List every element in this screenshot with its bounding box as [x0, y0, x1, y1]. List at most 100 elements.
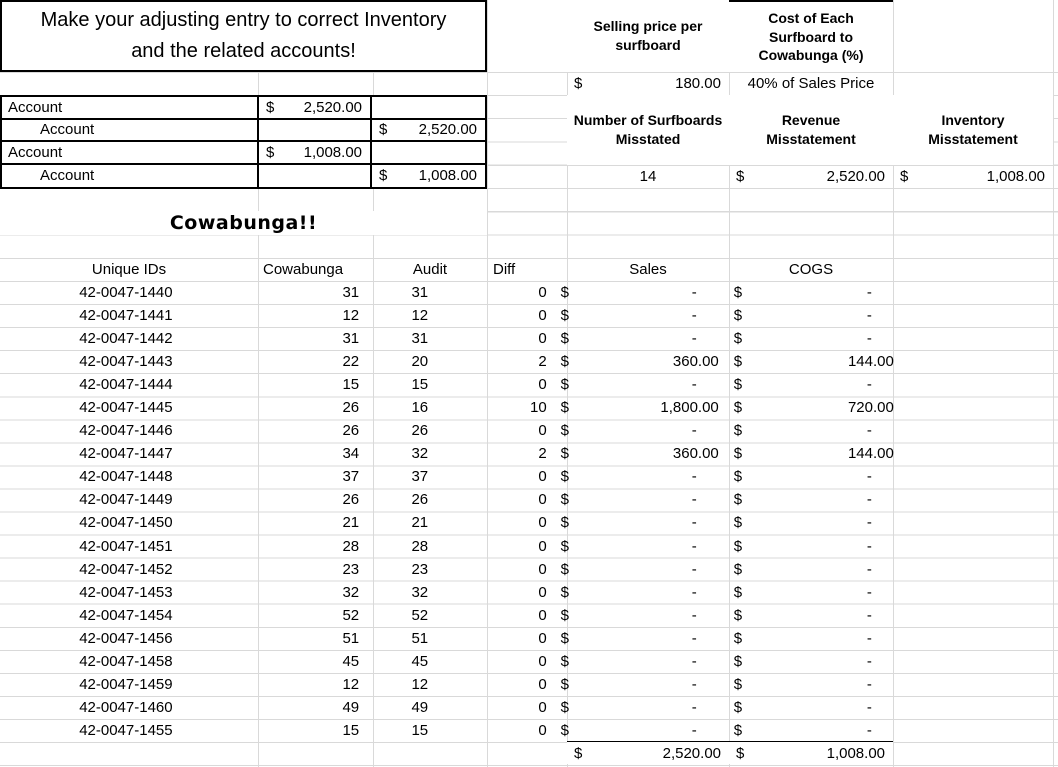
cell-diff[interactable]: 0 [538, 652, 547, 670]
cell-sales[interactable]: $ 1,800.00 [554, 396, 727, 419]
cell-cowabunga-count[interactable]: 21 [342, 514, 360, 532]
cell-empty[interactable] [902, 465, 1058, 488]
cell-unique-id[interactable]: 42-0047-1449 [79, 491, 173, 509]
cell-diff[interactable]: 0 [538, 330, 547, 348]
cell-unique-id[interactable]: 42-0047-1451 [79, 537, 173, 555]
cell-empty[interactable] [902, 673, 1058, 696]
journal-credit-empty-2[interactable] [372, 142, 485, 165]
header-cowabunga[interactable]: Cowabunga [263, 261, 344, 278]
cogs-total-cell[interactable]: $ 1,008.00 [729, 741, 893, 764]
cell-audit-count[interactable]: 23 [411, 560, 429, 578]
cell-cowabunga-count[interactable]: 52 [342, 606, 360, 624]
journal-debit-amount-1[interactable]: $ 2,520.00 [259, 97, 372, 120]
cell-unique-id[interactable]: 42-0047-1443 [79, 353, 173, 371]
journal-credit-empty-1[interactable] [372, 97, 485, 120]
cell-diff[interactable]: 0 [538, 422, 547, 440]
cell-cowabunga-count[interactable]: 51 [342, 629, 360, 647]
cell-diff[interactable]: 0 [538, 284, 547, 302]
cell-audit-count[interactable]: 49 [411, 698, 429, 716]
cell-cogs[interactable]: $ - [727, 304, 902, 327]
surfboards-misstated-header-cell[interactable]: Number of Surfboards Misstated [567, 95, 729, 165]
cell-unique-id[interactable]: 42-0047-1445 [79, 399, 173, 417]
cell-sales[interactable]: $ - [554, 696, 727, 719]
cell-audit-count[interactable]: 20 [411, 353, 429, 371]
selling-price-value-cell[interactable]: $ 180.00 [567, 72, 729, 95]
cell-cogs[interactable]: $ - [727, 719, 902, 742]
cell-sales[interactable]: $ - [554, 558, 727, 581]
cell-diff[interactable]: 10 [529, 399, 547, 417]
cell-audit-count[interactable]: 52 [411, 606, 429, 624]
cell-audit-count[interactable]: 26 [411, 491, 429, 509]
cell-sales[interactable]: $ - [554, 511, 727, 534]
cell-sales[interactable]: $ - [554, 719, 727, 742]
cell-cogs[interactable]: $ - [727, 650, 902, 673]
header-audit[interactable]: Audit [412, 261, 448, 278]
cell-sales[interactable]: $ - [554, 419, 727, 442]
cell-audit-count[interactable]: 31 [411, 330, 429, 348]
cell-sales[interactable]: $ - [554, 535, 727, 558]
cell-cowabunga-count[interactable]: 12 [342, 675, 360, 693]
cell-unique-id[interactable]: 42-0047-1453 [79, 583, 173, 601]
cell-audit-count[interactable]: 37 [411, 468, 429, 486]
cell-cowabunga-count[interactable]: 23 [342, 560, 360, 578]
cell-unique-id[interactable]: 42-0047-1448 [79, 468, 173, 486]
cell-sales[interactable]: $ - [554, 581, 727, 604]
cell-diff[interactable]: 0 [538, 307, 547, 325]
cell-cowabunga-count[interactable]: 15 [342, 376, 360, 394]
cell-unique-id[interactable]: 42-0047-1452 [79, 560, 173, 578]
header-sales[interactable]: Sales [629, 261, 667, 278]
cell-cowabunga-count[interactable]: 26 [342, 491, 360, 509]
cell-sales[interactable]: $ - [554, 465, 727, 488]
cell-empty[interactable] [902, 442, 1058, 465]
cell-empty[interactable] [902, 535, 1058, 558]
cell-sales[interactable]: $ - [554, 627, 727, 650]
cell-empty[interactable] [902, 650, 1058, 673]
cell-audit-count[interactable]: 32 [411, 445, 429, 463]
cell-empty[interactable] [902, 304, 1058, 327]
cell-diff[interactable]: 0 [538, 537, 547, 555]
cell-audit-count[interactable]: 51 [411, 629, 429, 647]
cell-cowabunga-count[interactable]: 49 [342, 698, 360, 716]
cell-diff[interactable]: 0 [538, 629, 547, 647]
header-empty[interactable] [893, 258, 1053, 281]
journal-credit-amount-1[interactable]: $ 2,520.00 [372, 120, 485, 142]
cell-cowabunga-count[interactable]: 15 [342, 721, 360, 739]
cell-cowabunga-count[interactable]: 31 [342, 330, 360, 348]
cell-diff[interactable]: 0 [538, 491, 547, 509]
cell-sales[interactable]: $ - [554, 304, 727, 327]
cost-percentage-value-cell[interactable]: 40% of Sales Price [747, 75, 875, 92]
cell-audit-count[interactable]: 21 [411, 514, 429, 532]
cell-cogs[interactable]: $ - [727, 373, 902, 396]
cell-audit-count[interactable]: 12 [411, 307, 429, 325]
cell-unique-id[interactable]: 42-0047-1447 [79, 445, 173, 463]
cell-audit-count[interactable]: 16 [411, 399, 429, 417]
cell-empty[interactable] [902, 419, 1058, 442]
cell-empty[interactable] [902, 627, 1058, 650]
cell-diff[interactable]: 2 [538, 445, 547, 463]
cell-diff[interactable]: 0 [538, 560, 547, 578]
cell-unique-id[interactable]: 42-0047-1442 [79, 330, 173, 348]
cell-cogs[interactable]: $ 144.00 [727, 350, 902, 373]
inventory-misstatement-header-cell[interactable]: Inventory Misstatement [893, 95, 1053, 165]
cell-empty[interactable] [902, 719, 1058, 742]
cell-unique-id[interactable]: 42-0047-1440 [79, 284, 173, 302]
cell-empty[interactable] [902, 373, 1058, 396]
cell-unique-id[interactable]: 42-0047-1455 [79, 721, 173, 739]
cell-audit-count[interactable]: 32 [411, 583, 429, 601]
cell-diff[interactable]: 0 [538, 606, 547, 624]
cell-sales[interactable]: $ - [554, 373, 727, 396]
cell-cowabunga-count[interactable]: 28 [342, 537, 360, 555]
journal-debit-empty-1[interactable] [259, 119, 372, 142]
cell-cowabunga-count[interactable]: 12 [342, 307, 360, 325]
cell-sales[interactable]: $ - [554, 281, 727, 304]
cell-cogs[interactable]: $ 144.00 [727, 442, 902, 465]
cell-empty[interactable] [902, 511, 1058, 534]
cell-cogs[interactable]: $ - [727, 581, 902, 604]
cell-diff[interactable]: 0 [538, 468, 547, 486]
revenue-misstatement-header-cell[interactable]: Revenue Misstatement [729, 95, 893, 165]
cell-diff[interactable]: 0 [538, 583, 547, 601]
cell-cogs[interactable]: $ - [727, 419, 902, 442]
section-title[interactable]: Cowabunga!! [0, 211, 487, 235]
cell-empty[interactable] [902, 604, 1058, 627]
cell-empty[interactable] [902, 350, 1058, 373]
